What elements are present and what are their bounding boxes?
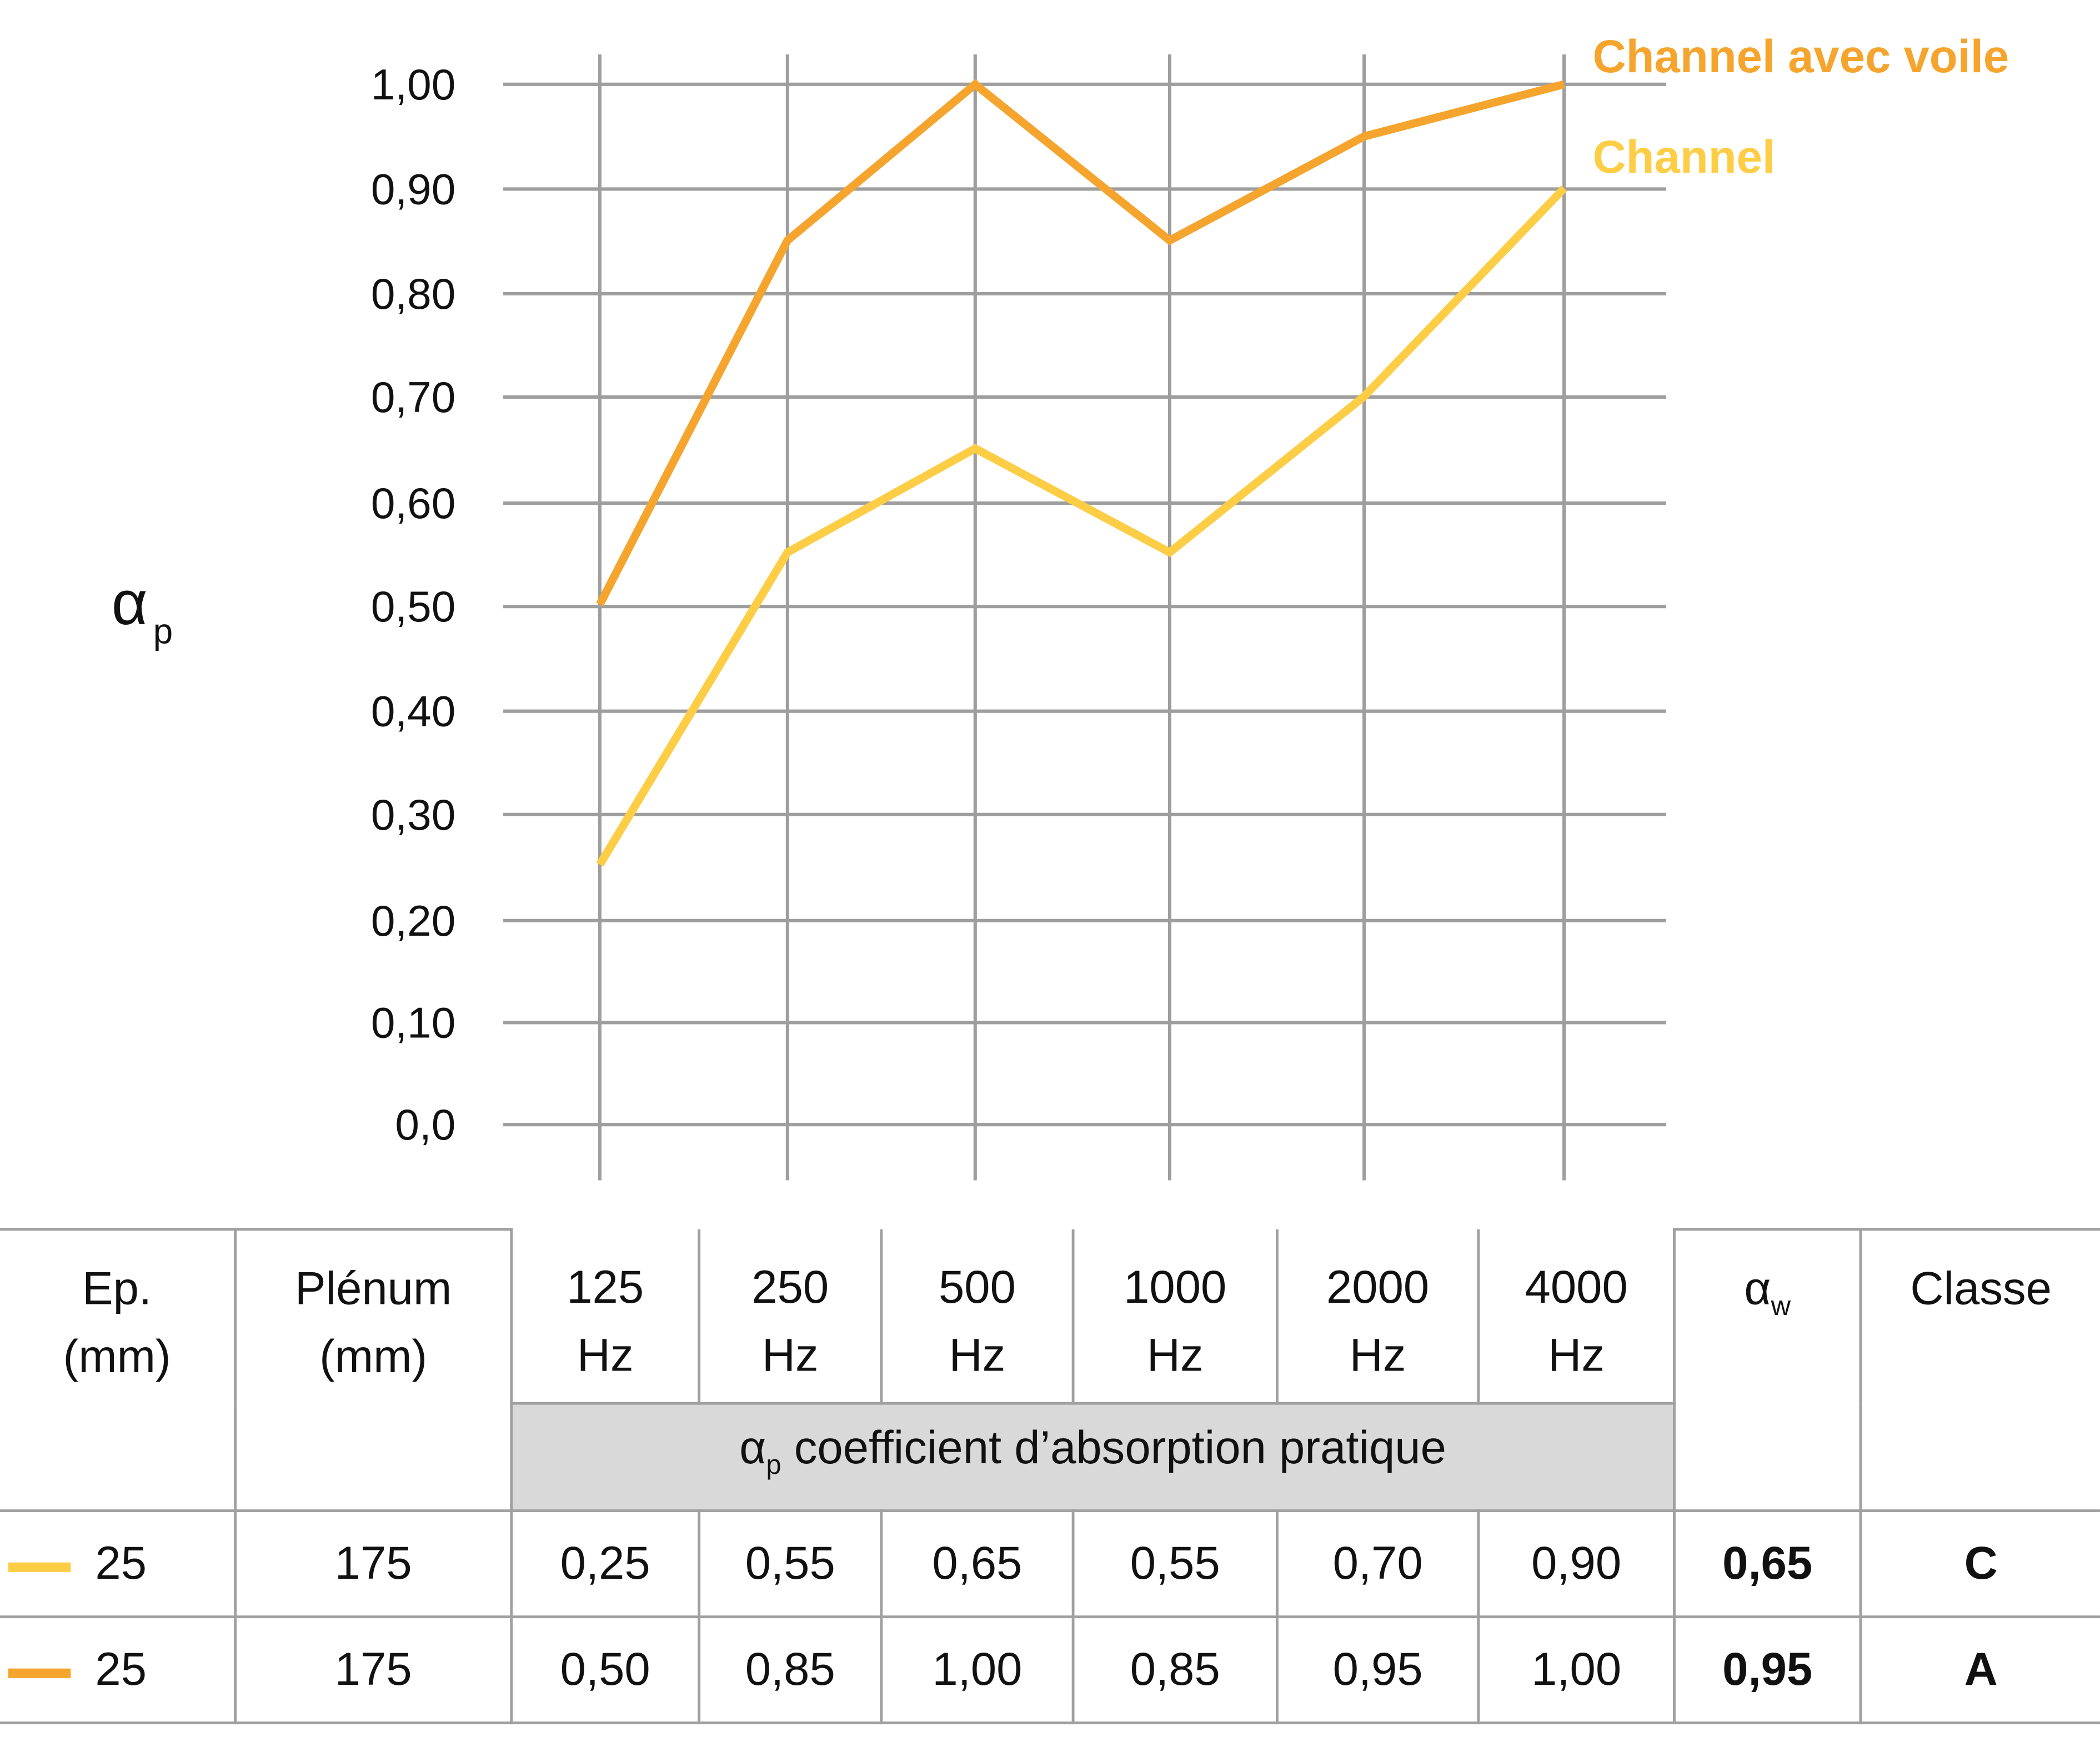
header-plenum-label: Plénum [295,1263,452,1315]
y-tick: 0,80 [370,269,456,319]
y-axis-labels: 1,00 0,90 0,80 0,70 0,60 0,50 0,40 0,30 … [290,0,456,1224]
freq-value: 1000 [1124,1262,1227,1314]
y-tick: 0,90 [370,164,456,214]
series-swatch-channel-avec-voile-icon [8,1668,71,1678]
cell-ep: 25 [0,1509,237,1619]
alpha-symbol: α [1744,1263,1771,1315]
legend-channel-avec-voile: Channel avec voile [1592,31,2009,83]
table-header-row: Ep. (mm) Plénum (mm) 125 Hz 250 Hz 500 Hz 1… [0,1228,2100,1513]
absorption-table: Ep. (mm) Plénum (mm) 125 Hz 250 Hz 500 Hz 1… [0,1228,2100,1725]
header-freq-250: 250 Hz [698,1229,883,1405]
cell-value: 0,95 [1275,1615,1480,1725]
freq-value: 4000 [1525,1262,1628,1314]
ep-value: 25 [95,1538,147,1590]
alpha-subscript: p [153,610,173,651]
freq-unit: Hz [949,1329,1006,1382]
header-ep-label: Ep. [82,1263,152,1315]
cell-value: 0,55 [698,1509,883,1619]
freq-unit: Hz [761,1329,819,1382]
cell-value: 1,00 [880,1615,1075,1725]
freq-unit: Hz [1146,1329,1204,1382]
header-classe: Classe [1859,1228,2100,1513]
freq-value: 500 [938,1262,1016,1314]
grid-lines [503,54,1666,1181]
header-classe-label: Classe [1910,1263,2052,1315]
y-tick: 0,70 [370,372,456,422]
alpha-w-subscript: w [1771,1292,1791,1322]
y-tick: 0,40 [370,686,456,736]
freq-unit: Hz [1548,1329,1605,1382]
header-freq-500: 500 Hz [880,1229,1075,1405]
y-tick: 0,20 [370,896,456,945]
legend-channel: Channel [1592,132,1775,184]
cell-value: 0,85 [698,1615,883,1725]
y-tick: 1,00 [370,59,456,109]
cell-value: 0,85 [1071,1615,1279,1725]
alpha-symbol: α [111,567,148,638]
header-freq-2000: 2000 Hz [1275,1229,1480,1405]
cell-ep: 25 [0,1615,237,1725]
freq-value: 125 [567,1262,644,1314]
cell-value: 0,90 [1477,1509,1676,1619]
table-band-row: αp coefficient d’absorption pratique [0,1402,2100,1513]
table-row: 25 175 0,25 0,55 0,65 0,55 0,70 0,90 0,6… [0,1509,2100,1619]
cell-value: 0,70 [1275,1509,1480,1619]
header-freq-1000: 1000 Hz [1071,1229,1279,1405]
cell-plenum: 175 [234,1615,513,1725]
cell-value: 0,50 [510,1615,701,1725]
cell-alpha-w: 0,65 [1673,1509,1862,1619]
freq-unit: Hz [1349,1329,1406,1382]
cell-value: 0,55 [1071,1509,1279,1619]
line-chart [503,54,1666,1181]
alpha-symbol: α [739,1422,766,1474]
cell-classe: A [1859,1615,2100,1725]
freq-unit: Hz [577,1329,634,1382]
series-line-channel-avec-voile [596,79,1565,606]
alpha-p-band: αp coefficient d’absorption pratique [510,1402,1676,1513]
series-swatch-channel-icon [8,1562,71,1572]
y-tick: 0,50 [370,582,456,631]
header-plenum: Plénum (mm) [234,1228,513,1513]
cell-alpha-w: 0,95 [1673,1615,1862,1725]
ep-value: 25 [95,1644,147,1696]
cell-classe: C [1859,1509,2100,1619]
y-tick: 0,0 [395,1100,456,1149]
alpha-p-subscript: p [766,1450,781,1481]
header-ep-unit: (mm) [63,1331,171,1383]
series-line-channel [596,185,1567,867]
y-tick: 0,30 [370,790,456,839]
header-plenum-unit: (mm) [319,1331,428,1383]
freq-value: 2000 [1326,1262,1430,1314]
cell-value: 0,25 [510,1509,701,1619]
cell-value: 0,65 [880,1509,1075,1619]
header-alpha-w: αw [1673,1228,1862,1513]
y-tick: 0,10 [370,998,456,1047]
cell-plenum: 175 [234,1509,513,1619]
header-freq-4000: 4000 Hz [1477,1229,1676,1405]
header-ep: Ep. (mm) [0,1228,237,1513]
cell-value: 1,00 [1477,1615,1676,1725]
freq-value: 250 [751,1262,829,1314]
header-freq-125: 125 Hz [510,1229,701,1405]
y-tick: 0,60 [370,478,456,528]
band-label: coefficient d’absorption pratique [781,1422,1446,1474]
table-row: 25 175 0,50 0,85 1,00 0,85 0,95 1,00 0,9… [0,1615,2100,1725]
